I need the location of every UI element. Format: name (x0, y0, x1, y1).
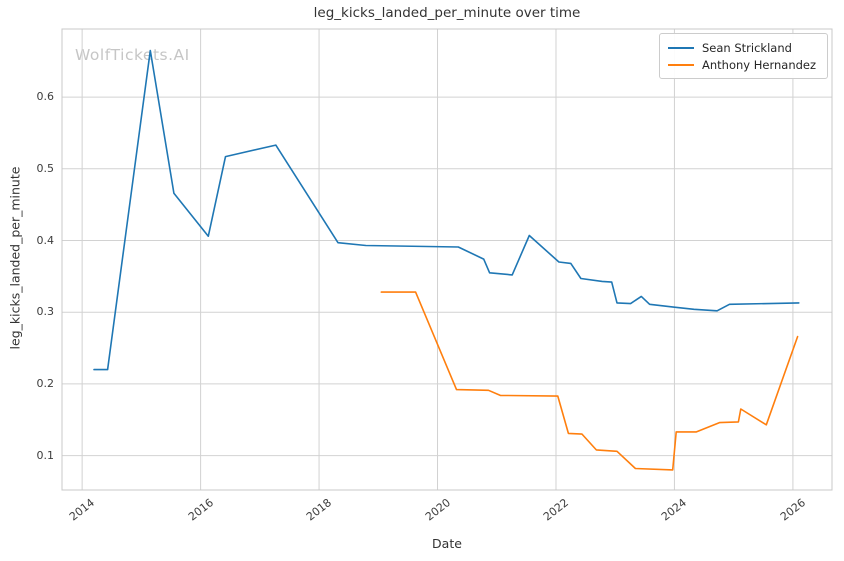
legend-line-sample (668, 63, 694, 66)
y-axis-label: leg_kicks_landed_per_minute (7, 166, 23, 350)
legend-item: Sean Strickland (668, 39, 819, 56)
y-tick-label: 0.4 (36, 233, 55, 247)
legend-item: Anthony Hernandez (668, 56, 819, 73)
chart-title: leg_kicks_landed_per_minute over time (313, 5, 581, 21)
plot-border (61, 28, 833, 491)
y-tick-label: 0.6 (36, 90, 55, 104)
watermark: WolfTickets.AI (75, 46, 190, 64)
legend-label: Anthony Hernandez (702, 57, 817, 72)
series-line (380, 291, 799, 471)
y-tick-label: 0.1 (36, 448, 55, 462)
legend: Sean Strickland Anthony Hernandez (659, 33, 828, 79)
y-tick-label: 0.2 (36, 376, 55, 390)
legend-label: Sean Strickland (702, 40, 792, 55)
legend-line-sample (668, 46, 694, 49)
y-tick-label: 0.3 (36, 305, 55, 319)
y-tick-label: 0.5 (36, 161, 55, 175)
x-axis-label: Date (432, 536, 462, 551)
series-line (93, 49, 800, 371)
